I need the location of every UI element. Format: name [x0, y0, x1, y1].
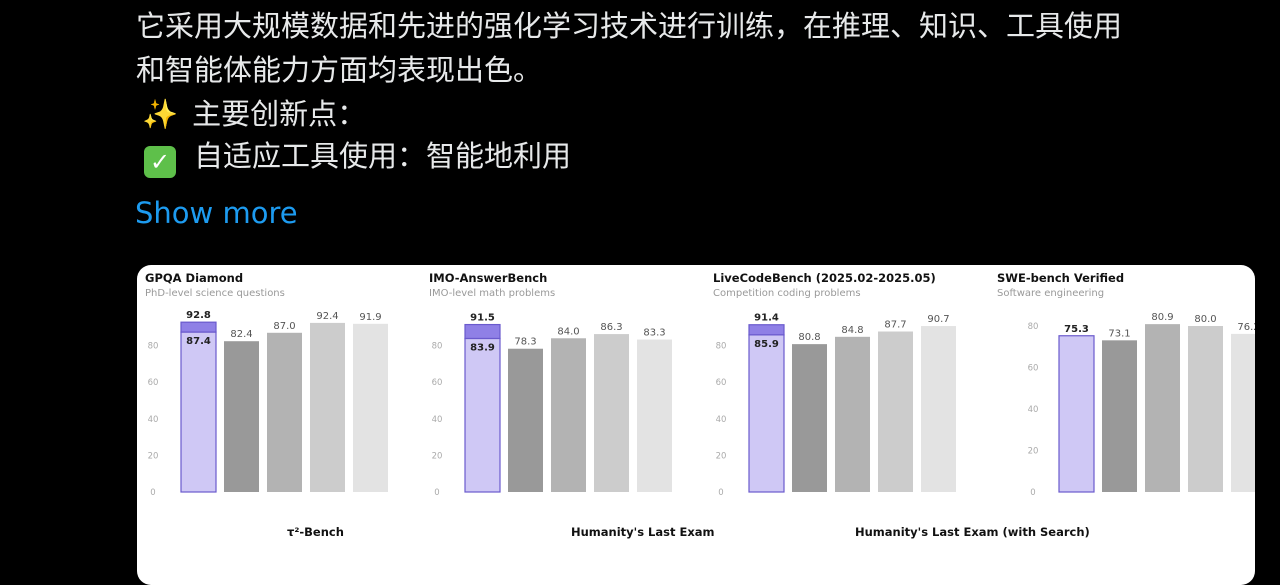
bar-top-label: 92.8 — [186, 310, 211, 321]
chart-subtitle: IMO-level math problems — [429, 288, 555, 299]
comparison-bar — [1231, 333, 1255, 492]
highlight-line: ✨ 主要创新点： — [136, 94, 366, 134]
post-text-line-1: 它采用大规模数据和先进的强化学习技术进行训练，在推理、知识、工具使用 — [136, 9, 1123, 43]
comparison-bar — [267, 332, 302, 492]
y-tick-label: 60 — [148, 378, 159, 388]
benchmark-charts: GPQA Diamond PhD-level science questions 0… — [145, 271, 1255, 539]
bar-label: 76.2 — [1237, 322, 1255, 333]
y-tick-label: 40 — [1028, 405, 1039, 415]
comparison-bar — [594, 334, 629, 492]
comparison-bar — [792, 344, 827, 492]
bar-top-label: 91.4 — [754, 313, 779, 324]
y-tick-label: 60 — [1028, 364, 1039, 374]
chart-subtitle: Software engineering — [997, 288, 1104, 299]
lower-chart-title: Humanity's Last Exam — [571, 525, 715, 539]
bar-label: 73.1 — [1108, 328, 1130, 339]
comparison-bar — [508, 348, 543, 492]
bar-top-label: 91.5 — [470, 313, 495, 324]
y-tick-label: 60 — [432, 378, 443, 388]
lower-chart-title: Humanity's Last Exam (with Search) — [855, 525, 1090, 539]
comparison-bar — [1188, 326, 1223, 492]
y-tick-label: 20 — [716, 451, 727, 461]
primary-bar — [748, 334, 785, 493]
bar-label: 85.9 — [754, 339, 779, 350]
y-tick-label: 0 — [434, 488, 439, 498]
y-tick-label: 40 — [148, 415, 159, 425]
chart-title: IMO-AnswerBench — [429, 271, 547, 285]
chart-title: SWE-bench Verified — [997, 271, 1124, 285]
bar-label: 84.0 — [557, 326, 579, 337]
sparkles-icon: ✨ — [142, 97, 179, 131]
chart-title: GPQA Diamond — [145, 271, 243, 285]
lower-chart-title: τ²-Bench — [287, 525, 344, 539]
comparison-bar — [353, 323, 388, 492]
comparison-bar — [921, 326, 956, 492]
y-tick-label: 0 — [718, 488, 723, 498]
y-tick-label: 80 — [1028, 322, 1039, 332]
bar-label: 87.0 — [273, 321, 295, 332]
y-tick-label: 40 — [716, 415, 727, 425]
bar-label: 87.7 — [884, 320, 906, 331]
bar-label: 78.3 — [514, 337, 536, 348]
comparison-bar — [1102, 340, 1137, 492]
bar-label: 80.8 — [798, 332, 820, 343]
benchmark-image[interactable]: GPQA Diamond PhD-level science questions 0… — [137, 265, 1255, 585]
y-tick-label: 20 — [1028, 447, 1039, 457]
comparison-bar — [637, 339, 672, 492]
comparison-bar — [835, 336, 870, 492]
primary-bar-top — [180, 321, 217, 333]
bar-label: 91.9 — [359, 312, 381, 323]
bar-label: 86.3 — [600, 322, 622, 333]
bar-label: 80.9 — [1151, 312, 1173, 323]
bar-label: 87.4 — [186, 336, 211, 347]
y-tick-label: 80 — [432, 342, 443, 352]
comparison-bar — [551, 338, 586, 492]
show-more-link[interactable]: Show more — [135, 196, 298, 230]
comparison-bar — [224, 341, 259, 492]
y-tick-label: 40 — [432, 415, 443, 425]
feature-line: ✓ 自适应工具使用：智能地利用 — [136, 136, 571, 178]
chart-subtitle: PhD-level science questions — [145, 288, 285, 299]
highlight-label: 主要创新点： — [192, 97, 367, 131]
comparison-bar — [878, 331, 913, 492]
y-tick-label: 20 — [432, 451, 443, 461]
bar-label: 83.3 — [643, 328, 665, 339]
check-mark-button-icon: ✓ — [144, 146, 176, 178]
post-text-line-2: 和智能体能力方面均表现出色。 — [136, 53, 543, 87]
y-tick-label: 0 — [1030, 488, 1035, 498]
comparison-bar — [310, 322, 345, 492]
bar-label: 83.9 — [470, 342, 495, 353]
y-tick-label: 80 — [148, 342, 159, 352]
feature-label: 自适应工具使用：智能地利用 — [194, 139, 572, 173]
bar-label: 82.4 — [230, 329, 252, 340]
primary-bar — [180, 331, 217, 493]
primary-bar-top — [464, 323, 501, 340]
bar-label: 90.7 — [927, 314, 949, 325]
bar-label: 80.0 — [1194, 314, 1216, 325]
bar-label: 75.3 — [1064, 324, 1089, 335]
y-tick-label: 80 — [716, 342, 727, 352]
primary-bar-top — [748, 324, 785, 336]
y-tick-label: 60 — [716, 378, 727, 388]
primary-bar — [1058, 335, 1095, 493]
bar-label: 84.8 — [841, 325, 863, 336]
bar-label: 92.4 — [316, 311, 338, 322]
chart-subtitle: Competition coding problems — [713, 288, 861, 299]
chart-title: LiveCodeBench (2025.02-2025.05) — [713, 271, 936, 285]
comparison-bar — [1145, 324, 1180, 492]
y-tick-label: 20 — [148, 451, 159, 461]
primary-bar — [464, 337, 501, 493]
y-tick-label: 0 — [150, 488, 155, 498]
